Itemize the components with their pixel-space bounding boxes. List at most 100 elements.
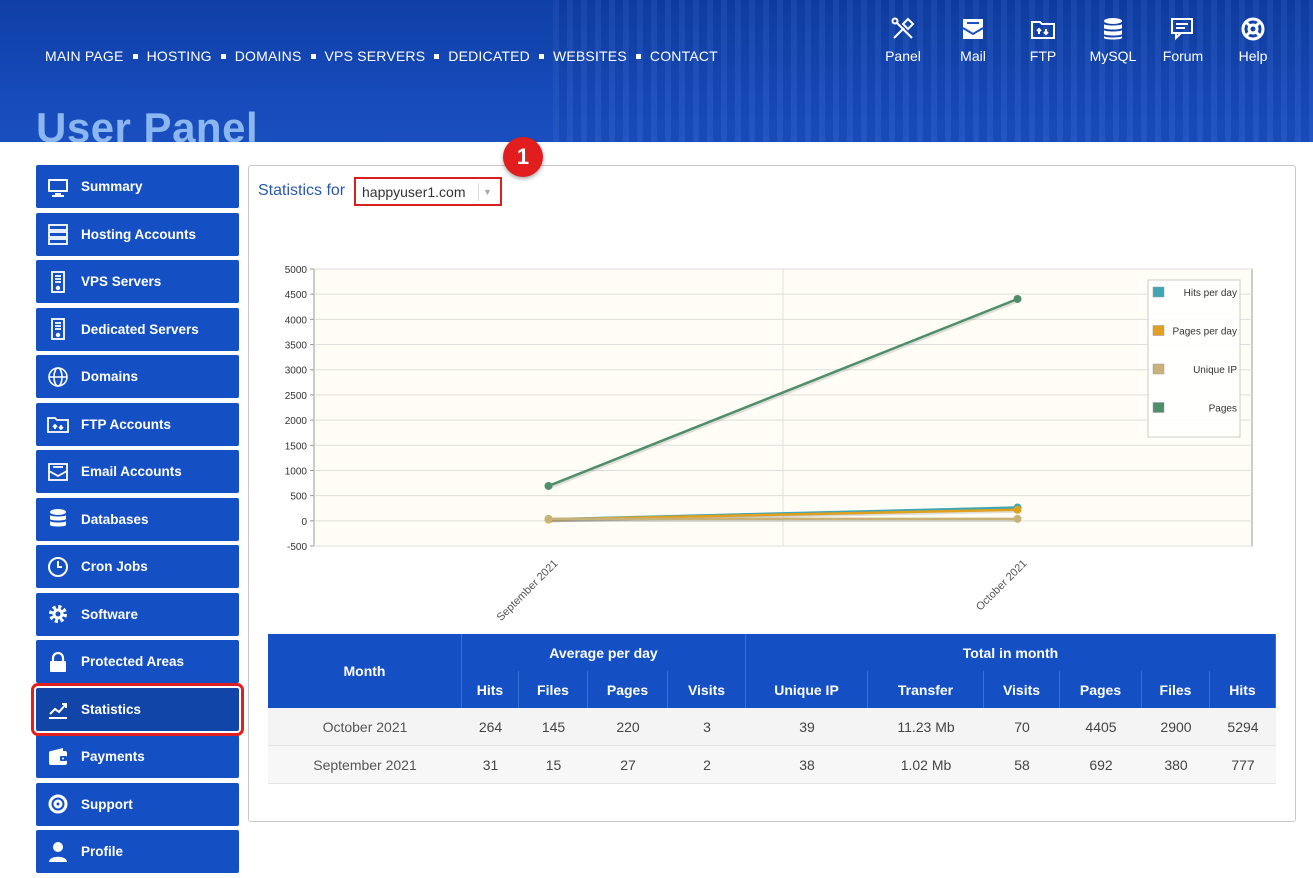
- table-cell: 4405: [1060, 708, 1142, 746]
- y-tick-label: 4000: [285, 315, 308, 326]
- table-cell: 2900: [1142, 708, 1210, 746]
- table-cell: 777: [1210, 746, 1276, 784]
- sidebar-item-label: Hosting Accounts: [81, 227, 196, 242]
- sidebar-item-cron-jobs[interactable]: Cron Jobs: [36, 545, 239, 588]
- ftp-folder-icon: [1030, 16, 1056, 42]
- vps-icon: [46, 270, 70, 294]
- sidebar-item-protected-areas[interactable]: Protected Areas: [36, 640, 239, 683]
- table-cell: 27: [588, 746, 668, 784]
- table-row: September 2021 31 15 27 2 38 1.02 Mb 58 …: [268, 746, 1276, 784]
- nav-domains[interactable]: DOMAINS: [235, 48, 302, 64]
- table-row: October 2021 264 145 220 3 39 11.23 Mb 7…: [268, 708, 1276, 746]
- ftp-folder-icon: [46, 412, 70, 436]
- sidebar-item-vps-servers[interactable]: VPS Servers: [36, 260, 239, 303]
- tool-forum-label: Forum: [1163, 48, 1203, 64]
- table-cell: 15: [519, 746, 588, 784]
- nav-main-page[interactable]: MAIN PAGE: [45, 48, 124, 64]
- y-tick-label: -500: [287, 542, 307, 553]
- data-point: [1014, 295, 1022, 303]
- sidebar-item-databases[interactable]: Databases: [36, 498, 239, 541]
- sidebar-item-email-accounts[interactable]: Email Accounts: [36, 450, 239, 493]
- table-header-hits: Hits: [462, 671, 519, 708]
- data-point: [1014, 506, 1022, 514]
- nav-separator: [636, 54, 641, 59]
- table-header-unique-ip: Unique IP: [746, 671, 868, 708]
- database-icon: [46, 507, 70, 531]
- sidebar-item-payments[interactable]: Payments: [36, 735, 239, 778]
- legend-swatch: [1153, 364, 1164, 374]
- data-point: [1014, 515, 1022, 523]
- wallet-icon: [46, 745, 70, 769]
- sidebar-item-hosting-accounts[interactable]: Hosting Accounts: [36, 213, 239, 256]
- tool-ftp[interactable]: FTP: [1008, 16, 1078, 66]
- tool-mail[interactable]: Mail: [938, 16, 1008, 66]
- legend-swatch: [1153, 287, 1164, 297]
- y-tick-label: 0: [301, 517, 307, 528]
- tool-mysql[interactable]: MySQL: [1078, 16, 1148, 66]
- sidebar-item-statistics[interactable]: Statistics: [36, 688, 239, 731]
- table-cell: 264: [462, 708, 519, 746]
- statistics-line-chart: 5000450040003500300025002000150010005000…: [258, 255, 1268, 625]
- sidebar-item-label: Summary: [81, 179, 143, 194]
- sidebar-item-software[interactable]: Software: [36, 593, 239, 636]
- www-globe-icon: [46, 365, 70, 389]
- envelope-icon: [46, 460, 70, 484]
- x-tick-label: September 2021: [495, 558, 561, 624]
- y-tick-label: 2000: [285, 416, 308, 427]
- statistics-for-label: Statistics for: [258, 182, 345, 200]
- forum-icon: [1170, 16, 1196, 42]
- sidebar-item-label: VPS Servers: [81, 274, 161, 289]
- y-tick-label: 1500: [285, 441, 308, 452]
- legend-label: Pages per day: [1173, 327, 1238, 338]
- sidebar-item-label: Protected Areas: [81, 654, 184, 669]
- table-cell: 692: [1060, 746, 1142, 784]
- nav-contact[interactable]: CONTACT: [650, 48, 718, 64]
- tool-panel[interactable]: Panel: [868, 16, 938, 66]
- table-cell: 5294: [1210, 708, 1276, 746]
- server-icon: [46, 222, 70, 246]
- chevron-down-icon: ▼: [478, 183, 496, 201]
- legend-label: Hits per day: [1184, 288, 1237, 299]
- sidebar-item-support[interactable]: Support: [36, 783, 239, 826]
- lifebuoy-icon: [1240, 16, 1266, 42]
- y-tick-label: 5000: [285, 265, 308, 276]
- x-tick-label: October 2021: [974, 558, 1030, 614]
- table-header-total-hits: Hits: [1210, 671, 1276, 708]
- monitor-icon: [46, 175, 70, 199]
- sidebar-item-profile[interactable]: Profile: [36, 830, 239, 873]
- nav-separator: [434, 54, 439, 59]
- table-cell: 38: [746, 746, 868, 784]
- tool-mysql-label: MySQL: [1090, 48, 1137, 64]
- domain-select[interactable]: happyuser1.com ▼: [354, 177, 502, 206]
- sidebar-item-ftp-accounts[interactable]: FTP Accounts: [36, 403, 239, 446]
- table-cell: 70: [984, 708, 1060, 746]
- sidebar-item-label: Statistics: [81, 702, 141, 717]
- y-tick-label: 3000: [285, 366, 308, 377]
- table-cell: 1.02 Mb: [868, 746, 984, 784]
- nav-hosting[interactable]: HOSTING: [147, 48, 212, 64]
- sidebar-item-summary[interactable]: Summary: [36, 165, 239, 208]
- statistics-table: Month Average per day Total in month Hit…: [268, 634, 1276, 784]
- table-header-total-files: Files: [1142, 671, 1210, 708]
- nav-separator: [221, 54, 226, 59]
- dedicated-icon: [46, 317, 70, 341]
- lock-icon: [46, 650, 70, 674]
- sidebar-item-label: Email Accounts: [81, 464, 182, 479]
- nav-websites[interactable]: WEBSITES: [553, 48, 627, 64]
- tool-help[interactable]: Help: [1218, 16, 1288, 66]
- sidebar-item-label: Domains: [81, 369, 138, 384]
- sidebar-item-label: Payments: [81, 749, 145, 764]
- nav-vps-servers[interactable]: VPS SERVERS: [325, 48, 426, 64]
- tool-forum[interactable]: Forum: [1148, 16, 1218, 66]
- nav-separator: [311, 54, 316, 59]
- nav-separator: [133, 54, 138, 59]
- sidebar-item-domains[interactable]: Domains: [36, 355, 239, 398]
- sidebar-item-dedicated-servers[interactable]: Dedicated Servers: [36, 308, 239, 351]
- clock-icon: [46, 555, 70, 579]
- nav-dedicated[interactable]: DEDICATED: [448, 48, 530, 64]
- tool-help-label: Help: [1239, 48, 1268, 64]
- user-icon: [46, 840, 70, 864]
- page-title: User Panel: [36, 104, 258, 142]
- table-header-visits: Visits: [668, 671, 746, 708]
- table-header-total-pages: Pages: [1060, 671, 1142, 708]
